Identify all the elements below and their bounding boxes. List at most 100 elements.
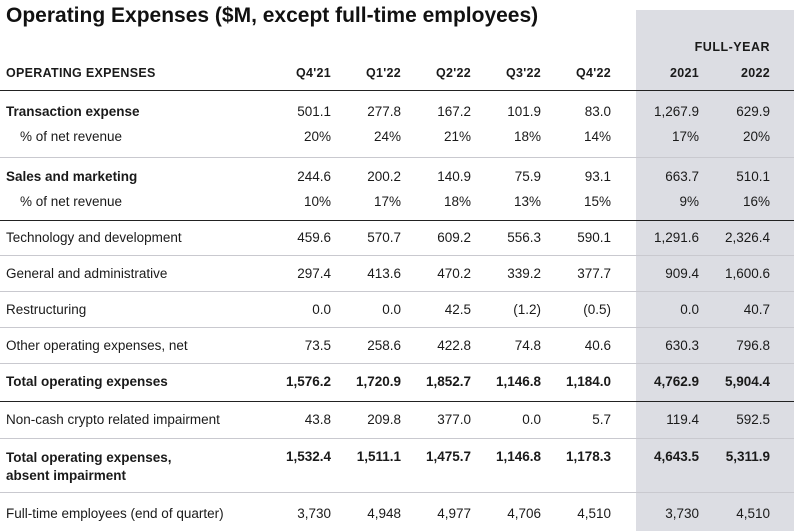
row-divider [0, 401, 794, 402]
row-label: Non-cash crypto related impairment [6, 412, 220, 427]
cell: 570.7 [367, 230, 401, 245]
cell: 4,510 [736, 506, 770, 521]
row-divider [0, 327, 794, 328]
cell: 1,852.7 [425, 374, 471, 389]
cell: 167.2 [437, 104, 471, 119]
cell: 93.1 [584, 169, 611, 184]
cell: 422.8 [437, 338, 471, 353]
cell: 18% [513, 129, 541, 144]
row-divider [0, 438, 794, 439]
cell: 0.0 [382, 302, 401, 317]
cell: 1,475.7 [425, 449, 471, 464]
row-divider [0, 291, 794, 292]
cell: 510.1 [736, 169, 770, 184]
cell: 40.6 [584, 338, 611, 353]
cell: 10% [303, 194, 331, 209]
cell: 277.8 [367, 104, 401, 119]
cell: 74.8 [514, 338, 541, 353]
cell: 630.3 [665, 338, 699, 353]
col-header-q4-22: Q4'22 [575, 66, 611, 80]
cell: 413.6 [367, 266, 401, 281]
cell: 297.4 [297, 266, 331, 281]
cell: 42.5 [444, 302, 471, 317]
row-label: Total operating expenses [6, 374, 168, 389]
full-year-column-background [636, 10, 794, 531]
cell: 629.9 [736, 104, 770, 119]
cell: 17% [671, 129, 699, 144]
col-header-2022: 2022 [740, 66, 770, 80]
cell: 377.7 [577, 266, 611, 281]
cell: 1,291.6 [653, 230, 699, 245]
cell: 15% [583, 194, 611, 209]
row-divider [0, 255, 794, 256]
cell: 20% [742, 129, 770, 144]
cell: 209.8 [367, 412, 401, 427]
cell: 1,511.1 [356, 449, 401, 464]
col-header-q4-21: Q4'21 [295, 66, 331, 80]
header-label: OPERATING EXPENSES [6, 66, 156, 80]
cell: 14% [583, 129, 611, 144]
cell: 339.2 [507, 266, 541, 281]
cell: 0.0 [522, 412, 541, 427]
cell: (1.2) [513, 302, 541, 317]
cell: 4,977 [437, 506, 471, 521]
cell: 609.2 [437, 230, 471, 245]
cell: 459.6 [297, 230, 331, 245]
cell: 5,311.9 [725, 449, 770, 464]
cell: 4,948 [367, 506, 401, 521]
cell: 119.4 [666, 412, 699, 427]
cell: 5.7 [592, 412, 611, 427]
full-year-label: FULL-YEAR [694, 40, 770, 54]
cell: 16% [742, 194, 770, 209]
cell: 244.6 [297, 169, 331, 184]
cell: 1,720.9 [355, 374, 401, 389]
cell: 590.1 [577, 230, 611, 245]
row-label: Full-time employees (end of quarter) [6, 506, 224, 521]
cell: 556.3 [507, 230, 541, 245]
row-label: Restructuring [6, 302, 87, 317]
cell: 83.0 [584, 104, 611, 119]
col-header-q1-22: Q1'22 [365, 66, 401, 80]
cell: 75.9 [514, 169, 541, 184]
cell: 909.4 [665, 266, 699, 281]
row-label: Sales and marketing [6, 169, 138, 184]
cell: 43.8 [304, 412, 331, 427]
cell: 24% [373, 129, 401, 144]
cell: 17% [373, 194, 401, 209]
cell: 470.2 [437, 266, 471, 281]
cell: 18% [443, 194, 471, 209]
row-divider [0, 220, 794, 221]
row-label: Transaction expense [6, 104, 140, 119]
row-divider [0, 492, 794, 493]
col-header-2021: 2021 [669, 66, 699, 80]
cell: 0.0 [312, 302, 331, 317]
col-header-q3-22: Q3'22 [505, 66, 541, 80]
cell: 40.7 [743, 302, 770, 317]
row-label-line1: Total operating expenses, [6, 450, 172, 465]
cell: 377.0 [437, 412, 471, 427]
page-title: Operating Expenses ($M, except full-time… [6, 4, 539, 27]
cell: 1,146.8 [495, 374, 541, 389]
row-label: Other operating expenses, net [6, 338, 188, 353]
cell: 2,326.4 [724, 230, 770, 245]
cell: 21% [443, 129, 471, 144]
cell: 501.1 [297, 104, 331, 119]
cell: 4,762.9 [653, 374, 699, 389]
cell: 1,267.9 [653, 104, 699, 119]
cell: 73.5 [304, 338, 331, 353]
cell: 4,706 [507, 506, 541, 521]
row-label: % of net revenue [20, 194, 123, 209]
row-label: Technology and development [6, 230, 182, 245]
cell: 5,904.4 [724, 374, 770, 389]
cell: (0.5) [583, 302, 611, 317]
cell: 1,178.3 [565, 449, 611, 464]
cell: 3,730 [665, 506, 699, 521]
cell: 9% [679, 194, 699, 209]
header-divider [0, 90, 794, 91]
cell: 1,184.0 [565, 374, 611, 389]
col-header-q2-22: Q2'22 [435, 66, 471, 80]
row-label-line2: absent impairment [6, 468, 127, 483]
cell: 4,510 [577, 506, 611, 521]
row-label: % of net revenue [20, 129, 123, 144]
cell: 1,576.2 [285, 374, 331, 389]
